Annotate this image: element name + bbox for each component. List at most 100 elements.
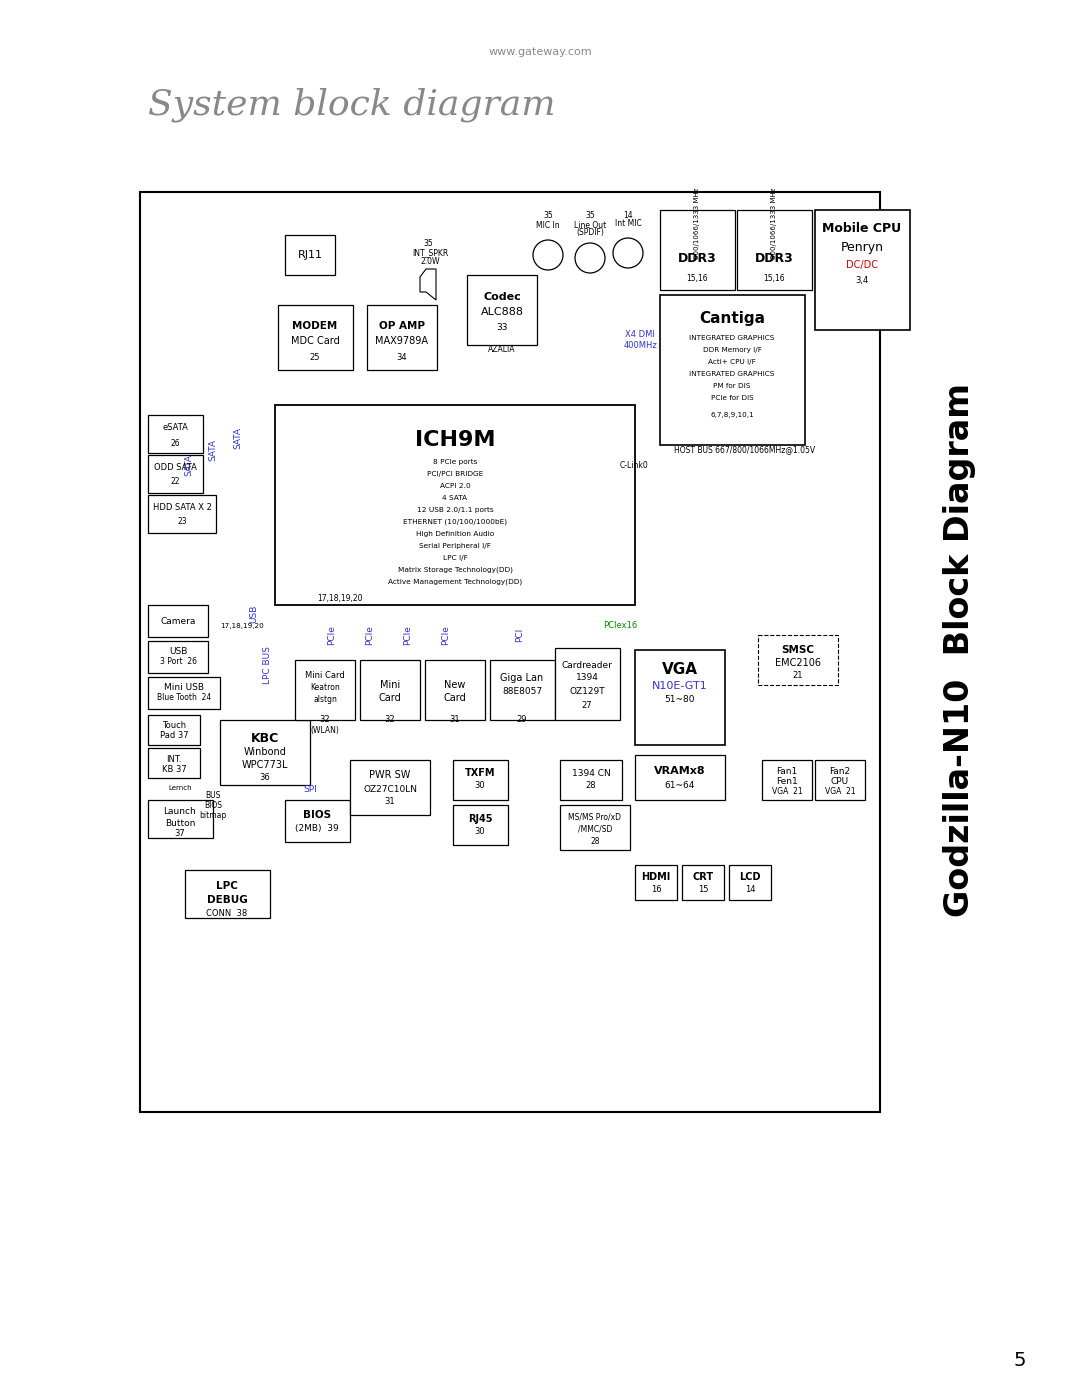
Text: Codec: Codec <box>483 292 521 302</box>
Text: Mini USB: Mini USB <box>164 683 204 692</box>
Bar <box>815 210 910 330</box>
Text: Mobile CPU: Mobile CPU <box>823 222 902 235</box>
Text: PCIe: PCIe <box>327 624 337 645</box>
Text: alstgn: alstgn <box>313 694 337 704</box>
Text: MODEM: MODEM <box>293 321 338 331</box>
Text: EMC2106: EMC2106 <box>775 658 821 668</box>
Text: USB: USB <box>249 605 258 623</box>
Text: 51~80: 51~80 <box>665 696 696 704</box>
Text: PCIe for DIS: PCIe for DIS <box>711 395 754 401</box>
Text: DDR Memory I/F: DDR Memory I/F <box>703 346 761 353</box>
Text: Active Management Technology(DD): Active Management Technology(DD) <box>388 578 522 585</box>
Text: Godzilla-N10  Block Diagram: Godzilla-N10 Block Diagram <box>944 383 976 916</box>
Bar <box>148 715 200 745</box>
Text: ACPI 2.0: ACPI 2.0 <box>440 483 471 489</box>
Text: PCI: PCI <box>515 627 525 643</box>
Text: 15: 15 <box>698 884 708 894</box>
Bar <box>148 678 220 710</box>
Text: PCIe: PCIe <box>365 624 375 645</box>
Text: MS/MS Pro/xD: MS/MS Pro/xD <box>568 813 621 821</box>
Text: Touch: Touch <box>162 721 186 731</box>
Bar <box>660 210 735 291</box>
Text: C-Link0: C-Link0 <box>620 461 649 469</box>
Text: 23: 23 <box>177 517 187 527</box>
Text: LPC: LPC <box>216 882 238 891</box>
Bar <box>635 865 677 900</box>
Bar <box>561 760 622 800</box>
Bar <box>660 295 805 446</box>
Bar <box>148 605 208 637</box>
Text: CPU: CPU <box>831 778 849 787</box>
Text: DDR3: DDR3 <box>677 251 716 264</box>
Bar <box>681 865 724 900</box>
Text: HDMI: HDMI <box>642 872 671 882</box>
Text: 12 USB 2.0/1.1 ports: 12 USB 2.0/1.1 ports <box>417 507 494 513</box>
Bar <box>148 747 200 778</box>
Text: (WLAN): (WLAN) <box>311 726 339 735</box>
Text: MDC Card: MDC Card <box>291 337 339 346</box>
Text: TXFM: TXFM <box>464 768 496 778</box>
Text: INT.: INT. <box>166 754 181 764</box>
Text: HOST BUS 667/800/1066MHz@1.05V: HOST BUS 667/800/1066MHz@1.05V <box>674 446 815 454</box>
Text: www.gateway.com: www.gateway.com <box>488 47 592 57</box>
Text: 26: 26 <box>171 439 179 447</box>
Text: PM for DIS: PM for DIS <box>713 383 751 388</box>
Text: 5: 5 <box>1014 1351 1026 1369</box>
Text: High Definition Audio: High Definition Audio <box>416 531 495 536</box>
Text: Winbond: Winbond <box>244 747 286 757</box>
Text: Giga Lan: Giga Lan <box>500 673 543 683</box>
Bar <box>453 805 508 845</box>
Text: ETHERNET (10/100/1000bE): ETHERNET (10/100/1000bE) <box>403 518 508 525</box>
Text: OZ129T: OZ129T <box>569 686 605 696</box>
Text: SATA: SATA <box>208 439 217 461</box>
Text: (SPDIF): (SPDIF) <box>576 229 604 237</box>
Text: LPC BUS: LPC BUS <box>262 645 271 685</box>
Bar <box>148 800 213 838</box>
Text: 16: 16 <box>650 884 661 894</box>
Text: 29: 29 <box>516 715 527 725</box>
Text: SMSC: SMSC <box>782 645 814 655</box>
Text: Line Out: Line Out <box>573 221 606 229</box>
Text: CONN  38: CONN 38 <box>206 909 247 918</box>
Text: 6,7,8,9,10,1: 6,7,8,9,10,1 <box>711 412 754 418</box>
Text: 17,18,19,20: 17,18,19,20 <box>220 623 264 629</box>
Bar <box>148 495 216 534</box>
Text: Button: Button <box>165 819 195 827</box>
Text: Fan1: Fan1 <box>777 767 798 777</box>
Text: Cantiga: Cantiga <box>699 310 765 326</box>
Text: 800/1066/1333 MHz: 800/1066/1333 MHz <box>694 187 700 258</box>
Text: 35: 35 <box>543 211 553 219</box>
Text: ICH9M: ICH9M <box>415 430 496 450</box>
Bar <box>285 235 335 275</box>
Text: HDD SATA X 2: HDD SATA X 2 <box>152 503 212 511</box>
Bar <box>561 805 630 849</box>
Text: bitmap: bitmap <box>200 810 227 820</box>
Text: 30: 30 <box>475 827 485 837</box>
Text: 4 SATA: 4 SATA <box>443 495 468 502</box>
Text: PCIe: PCIe <box>404 624 413 645</box>
Bar <box>635 650 725 745</box>
Text: INTEGRATED GRAPHICS: INTEGRATED GRAPHICS <box>689 335 774 341</box>
Text: Matrix Storage Technology(DD): Matrix Storage Technology(DD) <box>397 567 513 573</box>
Text: INT_SPKR: INT_SPKR <box>411 249 448 257</box>
Text: X4 DMI
400MHz: X4 DMI 400MHz <box>623 330 657 349</box>
Text: Lernch: Lernch <box>168 785 192 791</box>
Text: 8 PCIe ports: 8 PCIe ports <box>433 460 477 465</box>
Circle shape <box>613 237 643 268</box>
Bar <box>426 659 485 719</box>
Text: Penryn: Penryn <box>840 242 883 254</box>
Text: Card: Card <box>444 693 467 703</box>
Bar <box>278 305 353 370</box>
Text: 21: 21 <box>793 671 804 679</box>
Text: 27: 27 <box>582 701 592 711</box>
Text: MAX9789A: MAX9789A <box>376 337 429 346</box>
Text: Blue Tooth  24: Blue Tooth 24 <box>157 693 211 701</box>
Text: RJ11: RJ11 <box>297 250 323 260</box>
Circle shape <box>534 240 563 270</box>
Text: VGA  21: VGA 21 <box>772 788 802 796</box>
Text: 1394: 1394 <box>576 673 598 683</box>
Text: VGA  21: VGA 21 <box>825 788 855 796</box>
Bar <box>729 865 771 900</box>
Text: Mini: Mini <box>380 680 400 690</box>
Text: SATA: SATA <box>185 454 193 476</box>
